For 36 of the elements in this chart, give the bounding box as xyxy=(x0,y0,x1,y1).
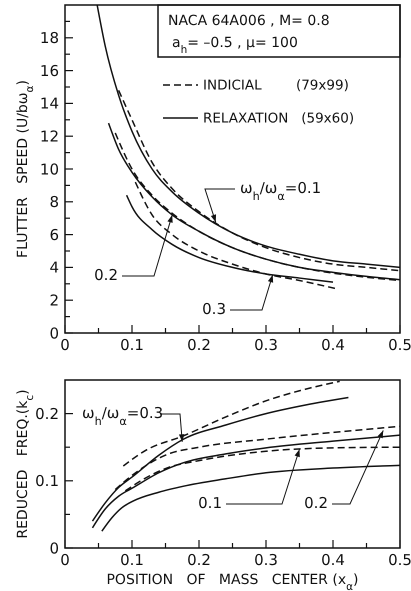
text: a$_{h}$= –0.5 , μ= 100 xyxy=(172,35,298,56)
y-tick-label: 0.1 xyxy=(35,472,59,490)
y-tick-label: 16 xyxy=(40,62,59,80)
x-tick-label: 0.2 xyxy=(187,336,211,354)
y-tick-label: 6 xyxy=(49,226,59,244)
x-tick-label: 0.5 xyxy=(388,551,411,569)
x-tick-label: 0.1 xyxy=(120,551,144,569)
y-tick-label: 2 xyxy=(49,291,59,310)
y-tick-label: 0.2 xyxy=(35,404,59,423)
x-tick-label: 0.3 xyxy=(254,336,278,354)
x-tick-label: 0.4 xyxy=(321,336,345,354)
y-tick-label: 4 xyxy=(49,258,59,277)
annotation: ω$_{h}$/ω$_{α}$=0.3 xyxy=(82,404,164,428)
y-tick-label: 14 xyxy=(40,94,59,113)
y-tick-label: 10 xyxy=(40,160,59,178)
legend-label: RELAXATION (59x60) xyxy=(203,110,354,127)
annotation: 0.3 xyxy=(202,300,226,318)
annotation: 0.2 xyxy=(304,494,328,512)
x-tick-label: 0 xyxy=(60,336,70,354)
y-tick-label: 8 xyxy=(49,193,59,212)
x-axis-title: POSITION OF MASS CENTER (x$_{α}$) xyxy=(106,572,359,591)
x-tick-label: 0.5 xyxy=(388,336,411,354)
x-tick-label: 0 xyxy=(60,551,70,569)
annotation: ω$_{h}$/ω$_{α}$=0.1 xyxy=(240,179,322,202)
y-tick-label: 0 xyxy=(49,539,59,558)
y-tick-label: 0 xyxy=(49,324,59,342)
annotation: 0.2 xyxy=(94,266,118,284)
y-tick-label: 18 xyxy=(40,29,59,48)
x-tick-label: 0.1 xyxy=(120,336,144,354)
x-tick-label: 0.3 xyxy=(254,551,278,569)
x-tick-label: 0.2 xyxy=(187,551,211,569)
legend-label: INDICIAL (79x99) xyxy=(203,78,349,94)
y-tick-label: 12 xyxy=(40,127,59,146)
x-tick-label: 0.4 xyxy=(321,551,345,569)
text: NACA 64A006 , M= 0.8 xyxy=(168,13,330,29)
annotation: 0.1 xyxy=(198,494,222,512)
